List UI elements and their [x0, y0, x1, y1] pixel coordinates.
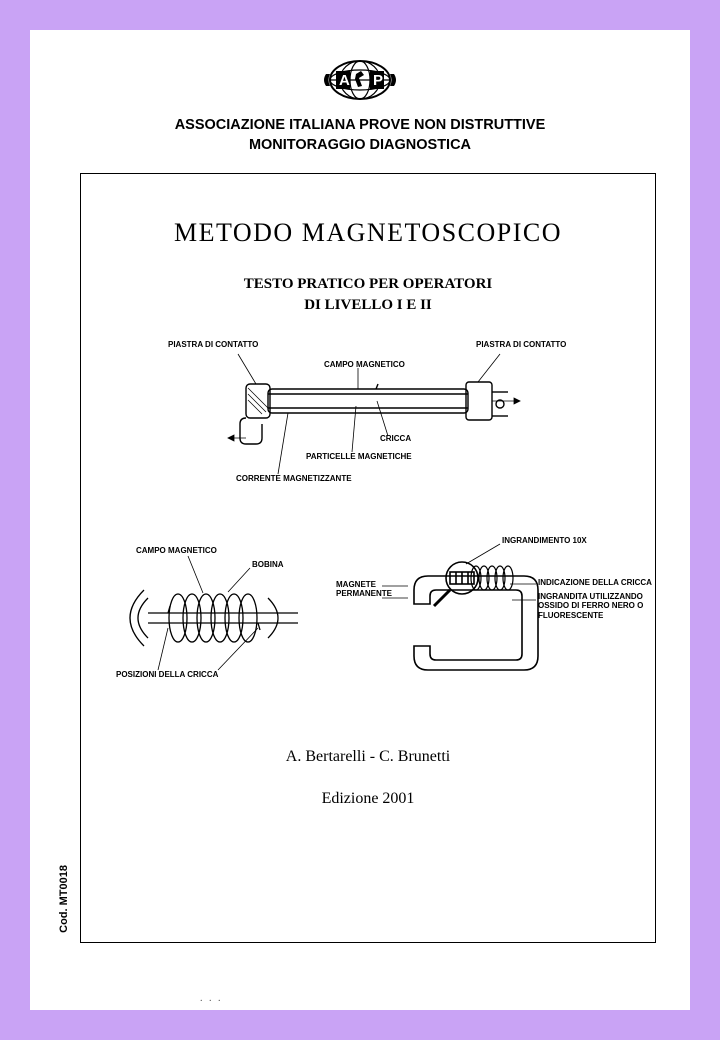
- document-code: Cod. MT0018: [58, 865, 70, 933]
- lab-campo2: CAMPO MAGNETICO: [136, 546, 217, 555]
- globe-logo-svg: A P: [316, 58, 404, 102]
- frame-wrap: Cod. MT0018 METODO MAGNETOSCOPICO TESTO …: [58, 173, 662, 943]
- lab-ingrandimento: INGRANDIMENTO 10X: [502, 536, 587, 545]
- svg-text:P: P: [373, 72, 383, 89]
- figure-row-2: CAMPO MAGNETICO BOBINA POSIZIONI DELLA C…: [108, 528, 628, 708]
- lab-campo: CAMPO MAGNETICO: [324, 360, 405, 369]
- subtitle-line1: TESTO PRATICO PER OPERATORI: [103, 274, 633, 295]
- document-page: A P ASSOCIAZIONE ITALIANA PROVE NON DIST…: [30, 30, 690, 1010]
- print-marks: . . .: [200, 993, 223, 1004]
- lab-posizioni: POSIZIONI DELLA CRICCA: [116, 670, 218, 679]
- lab-piastra-r: PIASTRA DI CONTATTO: [476, 340, 566, 349]
- org-name: ASSOCIAZIONE ITALIANA PROVE NON DISTRUTT…: [58, 116, 662, 155]
- content-frame: METODO MAGNETOSCOPICO TESTO PRATICO PER …: [80, 173, 656, 943]
- lab-magnete: MAGNETE PERMANENTE: [336, 580, 392, 598]
- edition: Edizione 2001: [103, 790, 633, 808]
- subtitle-line2: DI LIVELLO I E II: [103, 295, 633, 316]
- figure-yoke: PIASTRA DI CONTATTO PIASTRA DI CONTATTO …: [128, 334, 608, 524]
- lab-ingrandita: INGRANDITA UTILIZZANDO OSSIDO DI FERRO N…: [538, 592, 643, 620]
- lab-piastra-l: PIASTRA DI CONTATTO: [168, 340, 258, 349]
- lab-corrente: CORRENTE MAGNETIZZANTE: [236, 474, 352, 483]
- lab-particelle: PARTICELLE MAGNETICHE: [306, 452, 412, 461]
- org-line2: MONITORAGGIO DIAGNOSTICA: [58, 136, 662, 156]
- subtitle: TESTO PRATICO PER OPERATORI DI LIVELLO I…: [103, 274, 633, 316]
- main-title: METODO MAGNETOSCOPICO: [103, 218, 633, 248]
- svg-text:A: A: [339, 72, 350, 89]
- lab-bobina: BOBINA: [252, 560, 284, 569]
- authors: A. Bertarelli - C. Brunetti: [103, 748, 633, 766]
- lab-cricca: CRICCA: [380, 434, 411, 443]
- lab-indicazione: INDICAZIONE DELLA CRICCA: [538, 578, 652, 587]
- org-logo: A P: [58, 58, 662, 102]
- org-line1: ASSOCIAZIONE ITALIANA PROVE NON DISTRUTT…: [58, 116, 662, 136]
